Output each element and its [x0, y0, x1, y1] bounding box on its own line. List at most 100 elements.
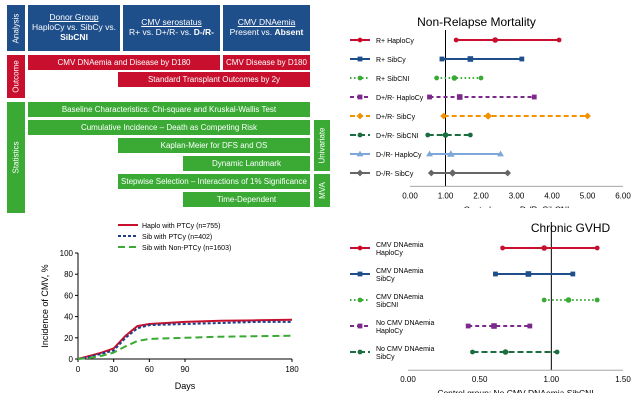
- ci-high-marker-5: [467, 132, 473, 138]
- legend-marker-1: [357, 56, 363, 62]
- y-tick-label: 60: [64, 291, 73, 300]
- serostatus-box: CMV serostatus R+ vs. D+/R- vs. D-/R-: [123, 5, 220, 51]
- ci-high-marker-4: [584, 112, 591, 120]
- row-label-1: CMV DNAemia SibCy: [376, 268, 424, 283]
- x-axis-title: Days: [175, 381, 196, 391]
- ci-low-marker-2: [434, 75, 440, 81]
- row-label-3: D+/R- HaploCy: [376, 95, 424, 102]
- estimate-marker-0: [541, 245, 547, 251]
- x-tick-label: 1.00: [544, 375, 560, 384]
- ci-high-marker-1: [519, 56, 525, 62]
- stat-baseline: Baseline Characteristics: Chi-square and…: [28, 102, 310, 117]
- outcome-dnaemia-disease: CMV DNAemia and Disease by D180: [28, 55, 220, 70]
- legend-marker-2: [357, 297, 363, 303]
- serostatus-title: CMV serostatus: [141, 17, 202, 28]
- row-label-0: R+ HaploCy: [376, 38, 414, 45]
- outcome-standard-transplant: Standard Transplant Outcomes by 2y: [118, 72, 310, 87]
- legend-marker-0: [357, 245, 363, 251]
- ci-low-marker-3: [465, 323, 471, 329]
- outcome-cmv-disease: CMV Disease by D180: [223, 55, 310, 70]
- ci-low-marker-1: [493, 271, 498, 277]
- x-tick-label: 0.00: [402, 191, 418, 200]
- estimate-marker-4: [502, 349, 509, 355]
- x-tick-label: 180: [285, 365, 299, 374]
- ci-high-marker-0: [594, 245, 600, 251]
- forest-title: Chronic GVHD: [531, 221, 611, 235]
- ci-high-marker-0: [556, 37, 562, 43]
- x-tick-label: 1.00: [438, 191, 454, 200]
- serostatus-line: R+ vs. D+/R- vs. D-/R-: [128, 27, 215, 37]
- stat-time-dependent: Time-Dependent: [183, 192, 310, 207]
- estimate-marker-7: [448, 169, 457, 177]
- legend-label-0: Haplo with PTCy (n=755): [142, 223, 220, 230]
- x-tick-label: 4.00: [544, 191, 560, 200]
- y-tick-label: 40: [64, 313, 73, 322]
- ci-low-marker-0: [500, 245, 505, 251]
- x-axis-title: Control group: D-/R- SibCNI: [464, 204, 570, 208]
- stat-kaplan-meier: Kaplan-Meier for DFS and OS: [118, 138, 310, 153]
- stat-dynamic-landmark: Dynamic Landmark: [183, 156, 310, 171]
- series-line-2: [77, 334, 293, 360]
- ci-high-marker-3: [527, 323, 533, 329]
- ci-high-marker-3: [531, 94, 537, 100]
- nrm-forest-plot: Non-Relapse Mortality 0.00 1.00 2.00 3.00 4.0…: [350, 15, 631, 208]
- ci-low-marker-2: [541, 297, 547, 303]
- dnaemia-line: Present vs. Absent: [229, 27, 304, 37]
- row-label-6: D-/R- HaploCy: [376, 152, 422, 159]
- analysis-side-label: Analysis: [7, 5, 25, 51]
- x-tick-label: 1.50: [615, 375, 631, 384]
- estimate-marker-2: [565, 297, 572, 303]
- estimate-marker-3: [491, 323, 497, 329]
- ci-high-marker-1: [570, 271, 576, 277]
- row-label-1: R+ SibCy: [376, 57, 406, 64]
- ci-low-marker-4: [470, 349, 475, 355]
- legend-marker-2: [357, 75, 363, 81]
- statistics-side-label: Statistics: [7, 102, 25, 213]
- estimate-marker-2: [451, 75, 458, 81]
- outcome-side-label: Outcome: [7, 55, 25, 98]
- mva-side-label: MVA: [314, 174, 330, 207]
- legend-marker-4: [356, 112, 364, 120]
- legend-marker-1: [357, 271, 363, 277]
- row-label-2: CMV DNAemia SibCNI: [376, 294, 424, 309]
- univariate-side-label: Univariate: [314, 120, 330, 171]
- ci-high-marker-7: [504, 169, 512, 177]
- legend-marker-5: [357, 132, 363, 138]
- stat-cumulative-incidence: Cumulative Incidence – Death as Competin…: [28, 120, 310, 135]
- ci-high-marker-4: [554, 349, 560, 355]
- ci-low-marker-6: [426, 150, 433, 157]
- x-tick-label: 30: [109, 365, 118, 374]
- row-label-2: R+ SibCNI: [376, 76, 409, 83]
- legend-marker-4: [357, 349, 363, 355]
- x-tick-label: 5.00: [580, 191, 596, 200]
- ci-low-marker-4: [440, 112, 448, 120]
- estimate-marker-6: [447, 150, 455, 157]
- ci-low-marker-0: [453, 37, 459, 43]
- legend-marker-3: [357, 94, 363, 100]
- row-label-0: CMV DNAemia HaploCy: [376, 242, 424, 257]
- estimate-marker-0: [492, 37, 498, 43]
- x-tick-label: 6.00: [615, 191, 631, 200]
- estimate-marker-3: [456, 94, 463, 100]
- estimate-marker-1: [525, 271, 532, 277]
- series-line-0: [77, 318, 293, 360]
- x-tick-label: 0.50: [472, 375, 488, 384]
- ci-high-marker-2: [594, 297, 600, 303]
- stat-stepwise-selection: Stepwise Selection – Interactions of 1% …: [118, 174, 310, 189]
- legend-label-2: Sib with Non-PTCy (n=1603): [142, 245, 231, 252]
- forest-title: Non-Relapse Mortality: [417, 15, 536, 29]
- row-label-5: D+/R- SibCNI: [376, 133, 419, 140]
- ci-high-marker-6: [497, 150, 504, 157]
- legend-marker-7: [356, 169, 364, 177]
- donor-group-title: Donor Group: [49, 12, 99, 23]
- cmv-incidence-chart: 0 20 40 60 80 100 0 30 60 90 180 Days Incidence of C…: [40, 223, 299, 391]
- y-tick-label: 80: [64, 270, 73, 279]
- x-axis-title: Control group: No CMV DNAemia SibCNI: [437, 388, 593, 393]
- legend-marker-0: [357, 37, 363, 43]
- y-tick-label: 0: [69, 355, 74, 364]
- donor-group-reference: SibCNI: [60, 31, 88, 42]
- ci-high-marker-2: [478, 75, 484, 81]
- donor-group-box: Donor Group HaploCy vs. SibCy vs. SibCNI: [28, 5, 120, 51]
- estimate-marker-5: [442, 132, 449, 138]
- row-label-4: No CMV DNAemia SibCy: [376, 346, 434, 361]
